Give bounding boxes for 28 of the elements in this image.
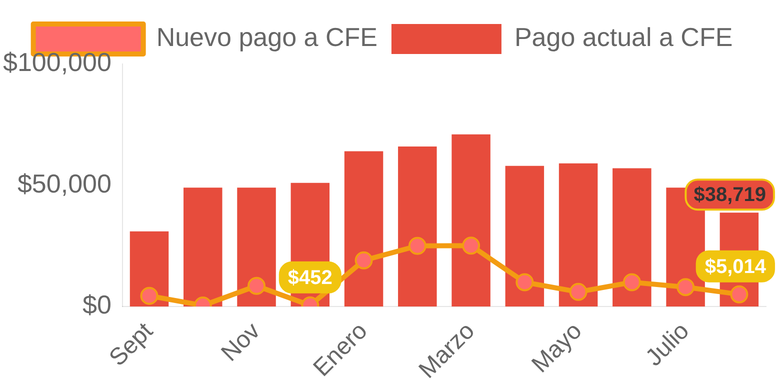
y-tick-label: $100,000	[2, 47, 112, 78]
data-label: $5,014	[704, 256, 767, 278]
bar	[452, 134, 490, 306]
point	[622, 273, 641, 292]
bar	[184, 188, 222, 306]
bar	[237, 188, 276, 306]
bar	[344, 151, 384, 306]
bar	[558, 163, 598, 306]
y-tick-label: $0	[82, 290, 112, 320]
bar	[398, 146, 437, 306]
legend-label: Nuevo pago a CFE	[156, 22, 378, 52]
point	[354, 251, 373, 270]
point	[569, 282, 588, 301]
point	[516, 273, 534, 292]
point	[462, 236, 480, 255]
point	[676, 278, 695, 296]
data-label: $452	[288, 266, 332, 289]
point	[140, 286, 158, 305]
point	[408, 236, 426, 255]
x-tick-label: Nov	[216, 318, 266, 367]
y-tick-label: $50,000	[17, 168, 112, 198]
point	[730, 285, 748, 304]
legend-label: Pago actual a CFE	[514, 22, 733, 52]
x-tick-label: Julio	[640, 318, 694, 372]
data-label: $38,719	[694, 184, 766, 206]
bar	[505, 166, 544, 306]
bar	[612, 168, 652, 306]
point	[248, 276, 266, 295]
